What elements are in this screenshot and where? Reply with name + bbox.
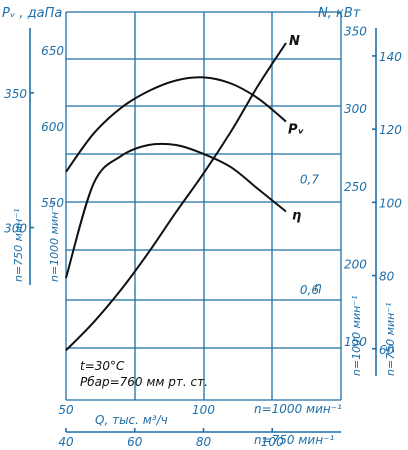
- tick-power-750-120: 120: [379, 123, 402, 137]
- grid: [65, 11, 342, 401]
- tick-power-750-100: 100: [379, 196, 402, 210]
- tick-power-1000-350: 350: [344, 25, 367, 39]
- series-label-efficiency: η: [292, 209, 301, 224]
- left-axis-title: Pᵥ , даПа: [2, 6, 62, 21]
- right-axis-title: N, кВт: [318, 6, 361, 21]
- right-speed-label-750: n=750 мин⁻¹: [384, 302, 397, 376]
- left-speed-label-750: n=750 мин⁻¹: [12, 208, 25, 282]
- left-speed-label-1000: n=1000 мин⁻¹: [48, 201, 61, 282]
- tick-power-750-80: 80: [379, 270, 395, 284]
- tick-efficiency-0.6: 0,6: [300, 283, 319, 297]
- series-label-pressure: Pᵥ: [288, 123, 305, 138]
- series-label-power: N: [289, 34, 300, 49]
- tick-x-1000-100: 100: [192, 403, 215, 417]
- tick-x-750-80: 80: [196, 435, 212, 449]
- tick-pressure-750-300: 300: [4, 222, 27, 236]
- tick-pressure-1000-650: 650: [41, 44, 64, 58]
- curves: [65, 42, 287, 352]
- right-speed-label-1000: n=1000 мин⁻¹: [350, 295, 363, 376]
- tick-power-1000-150: 150: [344, 335, 367, 349]
- temperature-note: t=30°C: [80, 359, 125, 373]
- x-axis-speed-750: n=750 мин⁻¹: [254, 433, 334, 447]
- x-axis-speed-1000: n=1000 мин⁻¹: [254, 402, 342, 416]
- tick-pressure-1000-600: 600: [41, 120, 64, 134]
- tick-efficiency-0.7: 0,7: [300, 172, 319, 186]
- x-axis-title: Q, тыс. м³/ч: [95, 413, 168, 427]
- tick-power-750-140: 140: [379, 50, 402, 64]
- tick-pressure-1000-550: 550: [41, 196, 64, 210]
- tick-pressure-750-350: 350: [4, 87, 27, 101]
- tick-x-1000-50: 50: [58, 403, 74, 417]
- curve-pressure: [65, 76, 287, 173]
- curve-power: [65, 42, 287, 352]
- tick-x-750-100: 100: [261, 435, 284, 449]
- labels: 550 600 650 300 350 150 200 250 300 350 60 80 100 120…: [4, 25, 402, 449]
- tick-power-750-60: 60: [379, 343, 395, 357]
- tick-x-750-40: 40: [58, 435, 74, 449]
- barometric-pressure-note: Pбар=760 мм рт. ст.: [80, 375, 208, 389]
- efficiency-axis-title: η: [314, 280, 322, 294]
- curve-efficiency: [65, 142, 287, 279]
- axes: [29, 28, 377, 433]
- tick-power-1000-300: 300: [344, 102, 367, 116]
- tick-power-1000-200: 200: [344, 257, 367, 271]
- tick-x-750-60: 60: [127, 435, 143, 449]
- tick-power-1000-250: 250: [344, 180, 367, 194]
